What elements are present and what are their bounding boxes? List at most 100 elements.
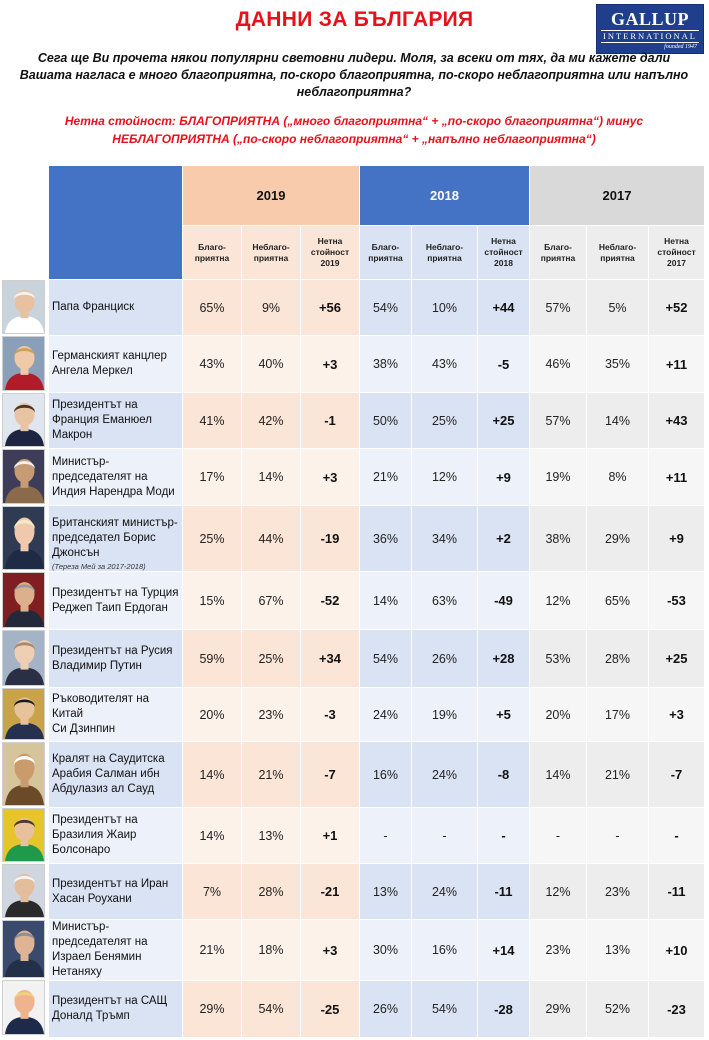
column-header: Нетна стойност 2019	[300, 225, 360, 280]
portrait-neck	[20, 776, 29, 788]
portrait-shoulders	[5, 316, 44, 333]
column-header-line: стойност	[310, 247, 350, 257]
leader-name-line: Президентът на Турция	[52, 586, 179, 599]
table-row: Президентът на Иран Хасан Роухани 7% 28% -21…	[48, 863, 705, 920]
leader-name-line: Министър-	[52, 455, 110, 468]
subheader-row: Благо-приятна Неблаго-приятна Нетна стойнос…	[49, 225, 705, 280]
net-value-cell: -	[477, 807, 530, 864]
portrait-hair	[14, 819, 35, 828]
leader-name-line: Реджеп Таип Ердоган	[52, 601, 168, 614]
leader-name-line: Ангела Меркел	[52, 365, 133, 377]
column-header-line: Нетна	[317, 236, 343, 246]
leader-name-cell: Президентът на Франция Еманюел Макрон	[48, 392, 183, 449]
value-cell: 44%	[241, 505, 301, 572]
leader-name-cell: Президентът на Бразилия Жаир Болсонаро	[48, 807, 183, 864]
leader-name-line: Папа Франциск	[52, 301, 135, 313]
leader-name-line: Президентът на Русия	[52, 644, 173, 657]
value-cell: 24%	[411, 863, 478, 920]
portrait-icon	[2, 864, 45, 918]
value-cell: 13%	[241, 807, 301, 864]
net-value-cell: +34	[300, 629, 360, 688]
leader-name-line: Си Дзинпин	[52, 723, 116, 735]
net-value-cell: +14	[477, 919, 530, 981]
leader-name-line: Арабия Салман ибн	[52, 768, 160, 780]
leader-name-line: Доналд Тръмп	[52, 1010, 130, 1022]
net-value-cell: +25	[477, 392, 530, 449]
value-cell: 19%	[529, 448, 587, 506]
logo-subtitle: INTERNATIONAL	[601, 30, 699, 43]
column-header-line: 2017	[667, 258, 686, 268]
portrait-face	[14, 402, 35, 427]
year-header-2018: 2018	[359, 165, 530, 226]
leader-name-cell: Министър-председателят на Израел Бенямин Н…	[48, 919, 183, 981]
column-header-line: 2018	[494, 258, 513, 268]
portrait-hair	[14, 291, 35, 300]
corner-cell	[48, 165, 183, 280]
table-row: Папа Франциск 65% 9% +56 54% 10% +44 57% 5% +52	[48, 279, 705, 336]
value-cell: 41%	[182, 392, 242, 449]
column-header-line: 2019	[320, 258, 340, 268]
column-header-line: приятна	[368, 252, 403, 263]
value-cell: 43%	[182, 335, 242, 393]
net-value-cell: +3	[300, 448, 360, 506]
value-cell: 26%	[411, 629, 478, 688]
portrait-face	[14, 873, 35, 898]
net-value-cell: +43	[648, 392, 705, 449]
portrait-hair	[14, 756, 35, 766]
column-header: Нетна стойност 2018	[477, 225, 530, 280]
value-cell: -	[359, 807, 412, 864]
net-value-cell: +11	[648, 335, 705, 393]
leader-name-line: Бразилия Жаир	[52, 829, 137, 841]
portrait-icon	[2, 808, 45, 862]
value-cell: 14%	[241, 448, 301, 506]
value-cell: 13%	[586, 919, 649, 981]
value-cell: 42%	[241, 392, 301, 449]
value-cell: 19%	[411, 687, 478, 742]
net-value-cell: -21	[300, 863, 360, 920]
portrait-neck	[20, 540, 29, 552]
value-cell: 23%	[586, 863, 649, 920]
leader-name-cell: Германският канцлер Ангела Меркел	[48, 335, 183, 393]
value-cell: 24%	[411, 741, 478, 808]
table-row: Ръководителят на Китай Си Дзинпин 20% 23% -3…	[48, 687, 705, 742]
year-header-row: 2019 2018 2017	[48, 165, 705, 280]
portrait-graphic	[3, 921, 44, 977]
value-cell: 12%	[529, 571, 587, 630]
leader-name-cell: Министър-председателят на Индия Нарендра …	[48, 448, 183, 506]
table-row: Британският министър-председател Борис Дж…	[48, 505, 705, 572]
net-value-cell: +44	[477, 279, 530, 336]
value-cell: 59%	[182, 629, 242, 688]
column-header-line: Неблаго-	[425, 241, 464, 252]
portrait-icon	[2, 742, 45, 806]
leader-name-line: Абдулазиз ал Сауд	[52, 783, 155, 795]
portrait-face	[14, 753, 35, 782]
portrait-graphic	[3, 865, 44, 917]
portrait-shoulders	[5, 844, 44, 861]
value-cell: 34%	[411, 505, 478, 572]
portrait-face	[14, 289, 35, 314]
column-header-line: приятна	[600, 252, 635, 263]
net-value-cell: +56	[300, 279, 360, 336]
leader-name-cell: Британският министър-председател Борис Дж…	[48, 505, 183, 572]
table-row: Кралят на Саудитска Арабия Салман ибн Абду…	[48, 741, 705, 808]
leader-name-line: Министър-	[52, 921, 110, 933]
survey-question: Сега ще Ви прочета някои популярни свето…	[19, 51, 689, 99]
portrait-graphic	[3, 981, 44, 1034]
column-header-line: Благо-	[544, 241, 572, 252]
table-row: Президентът на Франция Еманюел Макрон 41% 42…	[48, 392, 705, 449]
value-cell: 29%	[529, 980, 587, 1038]
net-value-cell: -53	[648, 571, 705, 630]
leader-name-cell: Президентът на Турция Реджеп Таип Ердоган	[48, 571, 183, 630]
value-cell: 14%	[529, 741, 587, 808]
leader-name-cell: Президентът на САЩ Доналд Тръмп	[48, 980, 183, 1038]
value-cell: 16%	[359, 741, 412, 808]
value-cell: 23%	[241, 687, 301, 742]
column-header: Благо-приятна	[359, 225, 412, 280]
column-header: Неблаго-приятна	[586, 225, 649, 280]
portrait-icon	[2, 336, 45, 391]
portrait-shoulders	[5, 959, 44, 977]
value-cell: 29%	[182, 980, 242, 1038]
portrait-face	[14, 817, 35, 842]
leader-note: (Тереза Мей за 2017-2018)	[52, 562, 146, 571]
column-header: Неблаго-приятна	[411, 225, 478, 280]
